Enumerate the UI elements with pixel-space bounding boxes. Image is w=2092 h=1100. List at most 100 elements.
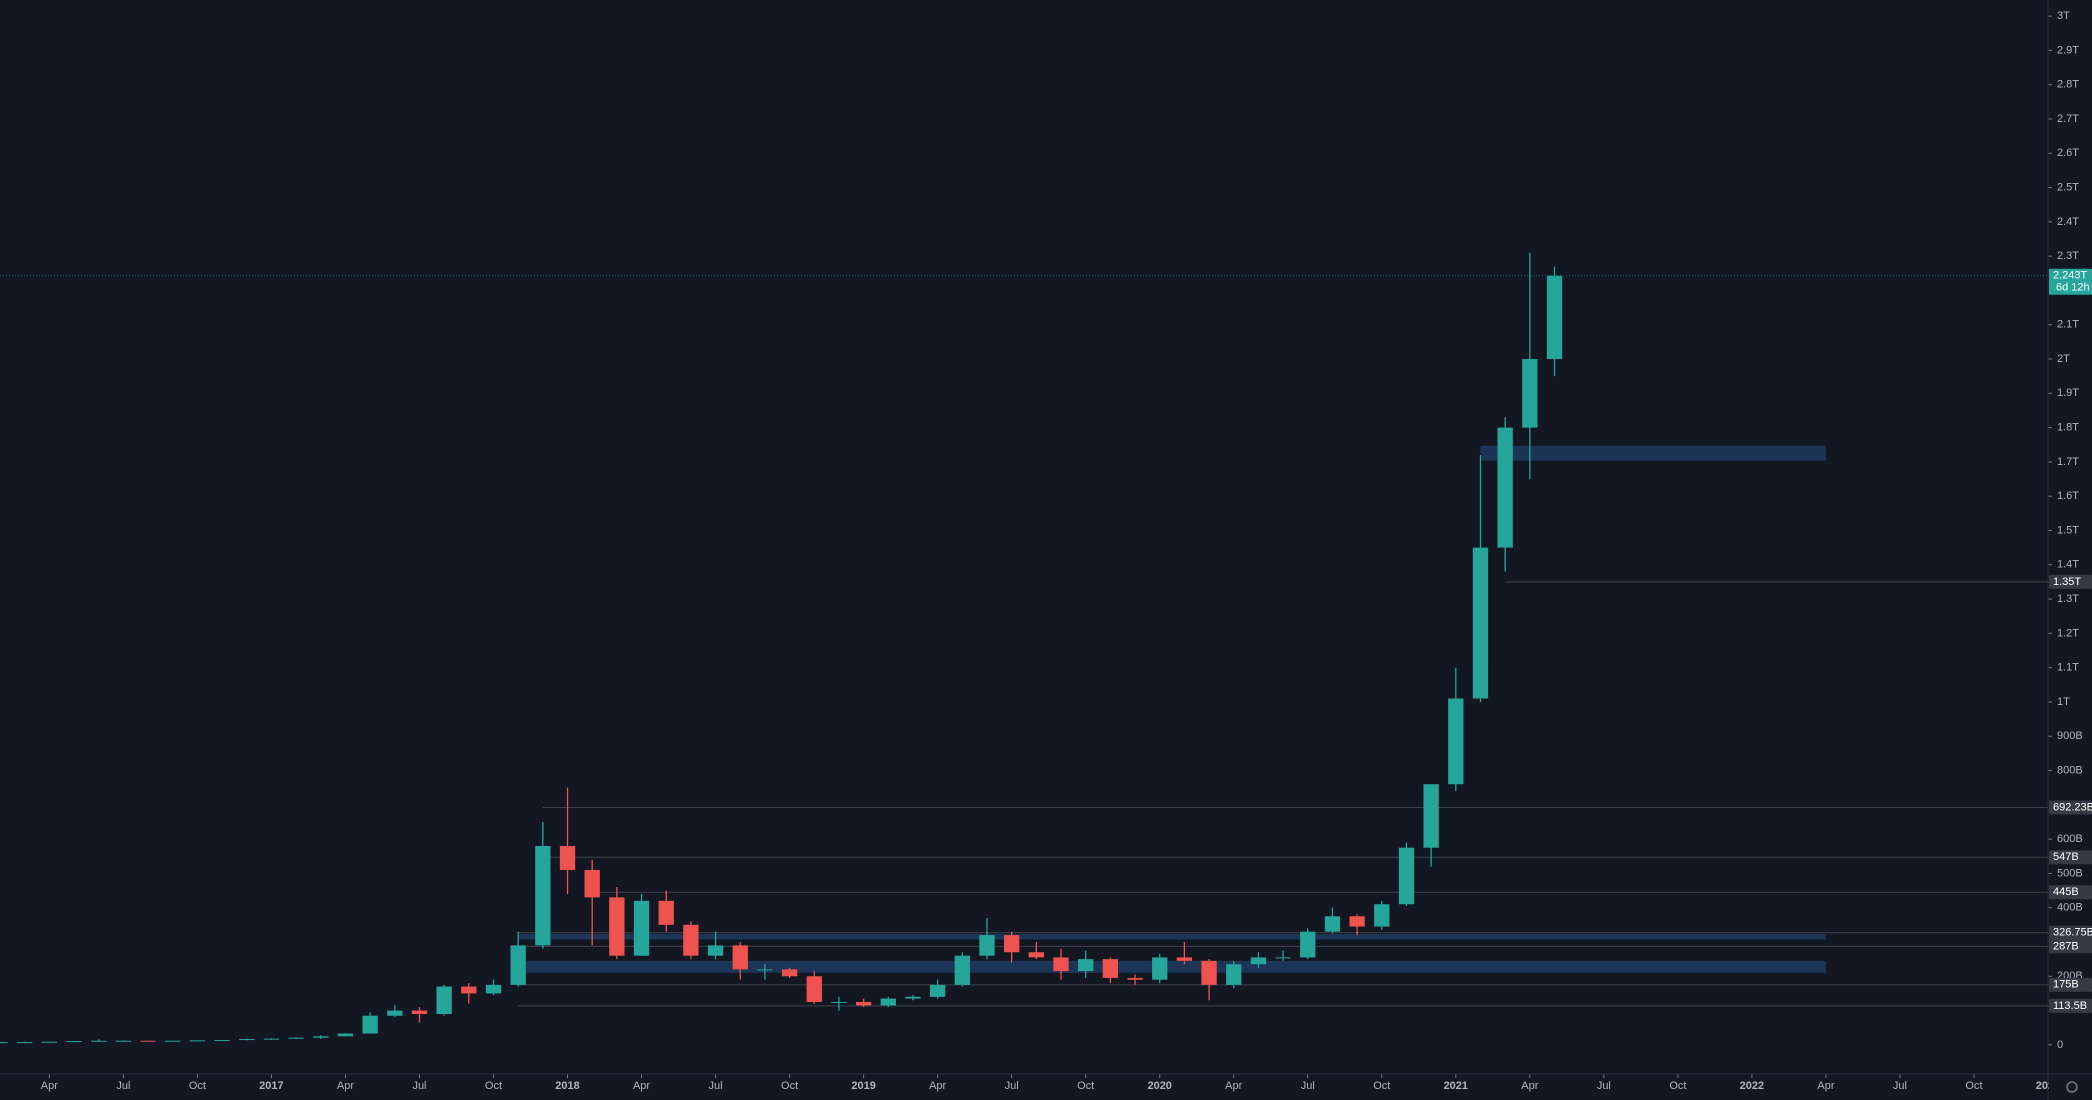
x-tick-label: Jul (1597, 1080, 1611, 1092)
x-tick-label: 2022 (1740, 1080, 1764, 1092)
price-tag (2049, 925, 2092, 940)
price-tag (2049, 268, 2092, 295)
x-tick-label: Jul (709, 1080, 723, 1092)
candle-body (905, 996, 921, 999)
price-tag-label: 2.243T (2053, 270, 2088, 282)
price-tag (2049, 939, 2092, 954)
x-tick-label: 2021 (1444, 1080, 1468, 1092)
y-tick-label: 1.8T (2057, 422, 2079, 434)
price-tag (2049, 885, 2092, 900)
x-tick-label: Oct (781, 1080, 798, 1092)
candle-body (979, 935, 995, 956)
x-tick-label: Jul (1893, 1080, 1907, 1092)
candle-body (436, 986, 452, 1014)
candle-body (1472, 547, 1489, 699)
x-tick-label: 2017 (259, 1080, 283, 1092)
candle-body (658, 900, 674, 925)
zone (518, 934, 1826, 940)
settings-icon[interactable] (2066, 1081, 2078, 1093)
y-tick-label: 1.5T (2057, 524, 2079, 536)
candle-body (1127, 977, 1143, 980)
candle-body (313, 1036, 329, 1038)
candle-body (806, 976, 822, 1002)
zone (518, 960, 1826, 973)
x-tick-label: Oct (1965, 1080, 1982, 1092)
countdown-label: 6d 12h (2056, 282, 2090, 294)
x-tick-label: Apr (633, 1080, 650, 1092)
candle-body (165, 1040, 181, 1042)
candle-body (1152, 957, 1168, 980)
x-tick-label: 2019 (851, 1080, 875, 1092)
candle-body (461, 986, 477, 994)
candle-body (1028, 952, 1044, 958)
price-axis (2048, 0, 2092, 1100)
candle-body (362, 1015, 378, 1034)
candle-body (609, 897, 625, 956)
candle-body (1522, 359, 1538, 428)
x-tick-label: 2018 (555, 1080, 579, 1092)
price-tag (2049, 977, 2092, 992)
candle-body (1324, 916, 1341, 932)
candle-body (239, 1039, 255, 1041)
price-tag (2049, 800, 2092, 815)
x-tick-label: Jul (412, 1080, 426, 1092)
y-tick-label: 1.3T (2057, 593, 2079, 605)
y-tick-label: 600B (2057, 833, 2083, 845)
candle-body (633, 900, 650, 956)
y-tick-label: 1T (2057, 696, 2070, 708)
candle-body (1398, 847, 1415, 905)
candle-body (1201, 960, 1217, 985)
price-tag-label: 326.75B (2053, 927, 2092, 939)
candle-body (855, 1001, 872, 1006)
y-tick-label: 900B (2057, 730, 2083, 742)
price-tag-label: 445B (2053, 886, 2079, 898)
candle-body (1250, 957, 1267, 965)
y-tick-label: 400B (2057, 902, 2083, 914)
candle-body (781, 969, 798, 977)
x-tick-label: Oct (1373, 1080, 1390, 1092)
candle-body (1053, 957, 1069, 972)
x-tick-label: Apr (1521, 1080, 1538, 1092)
candle-body (41, 1041, 57, 1043)
y-tick-label: 0 (2057, 1039, 2063, 1051)
candle-body (1448, 698, 1464, 785)
candle-body (1078, 959, 1094, 972)
candle-body (929, 984, 946, 997)
candle-body (1349, 916, 1365, 927)
candle-body (707, 945, 724, 956)
y-tick-label: 3T (2057, 10, 2070, 22)
candle-body (510, 945, 526, 985)
y-tick-label: 500B (2057, 867, 2083, 879)
candle-body (1176, 957, 1193, 961)
price-tag-label: 113.5B (2053, 1000, 2087, 1012)
candle-body (91, 1040, 107, 1042)
x-tick-label: Apr (41, 1080, 58, 1092)
candle-body (66, 1041, 82, 1043)
x-tick-label: Apr (1817, 1080, 1834, 1092)
candle-body (1374, 904, 1390, 927)
x-tick-label: 2020 (1147, 1080, 1171, 1092)
y-tick-label: 2.9T (2057, 44, 2079, 56)
candle-body (17, 1042, 33, 1044)
y-tick-label: 1.9T (2057, 387, 2079, 399)
x-tick-label: Apr (1225, 1080, 1242, 1092)
candle-body (1275, 957, 1291, 959)
candle-body (757, 969, 773, 971)
candle-body (189, 1040, 206, 1042)
candle-body (1004, 935, 1020, 953)
candle-body (337, 1033, 354, 1037)
candle-body (1497, 427, 1513, 548)
y-tick-label: 1.7T (2057, 456, 2079, 468)
candle-body (584, 869, 600, 898)
x-tick-label: Jul (1301, 1080, 1315, 1092)
candle-body (559, 845, 576, 870)
y-tick-label: 1.4T (2057, 559, 2079, 571)
y-tick-label: 2.4T (2057, 216, 2079, 228)
y-tick-label: 2.3T (2057, 250, 2079, 262)
price-tag-label: 175B (2053, 979, 2079, 991)
candle-body (1102, 959, 1119, 978)
price-tag-label: 1.35T (2053, 576, 2081, 588)
